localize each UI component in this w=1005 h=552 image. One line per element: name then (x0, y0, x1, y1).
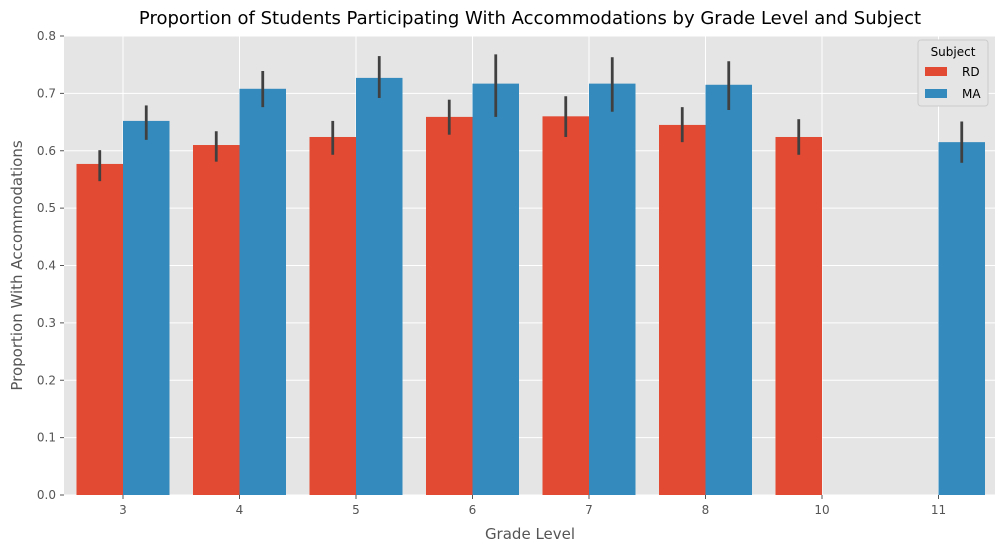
bar-ma (938, 142, 985, 496)
y-tick-label: 0.5 (37, 201, 56, 215)
bar-rd (76, 163, 123, 496)
bar-rd (775, 136, 822, 496)
y-tick-label: 0.0 (37, 488, 56, 502)
x-tick-label: 6 (469, 503, 477, 517)
y-tick-label: 0.2 (37, 373, 56, 387)
bar-ma (705, 84, 752, 496)
y-tick-label: 0.8 (37, 29, 56, 43)
x-tick-label: 8 (702, 503, 710, 517)
y-tick-label: 0.3 (37, 316, 56, 330)
error-bars (98, 54, 964, 182)
x-tick-label: 11 (931, 503, 946, 517)
legend: Subject RD MA (917, 39, 989, 107)
bar-rd (542, 116, 589, 495)
legend-title: Subject (931, 45, 976, 59)
x-axis-label: Grade Level (485, 525, 575, 543)
bar-rd (659, 124, 706, 496)
x-tick-label: 3 (119, 503, 127, 517)
x-tick-label: 7 (585, 503, 593, 517)
bar-ma (239, 88, 286, 495)
legend-swatch-rd (925, 67, 947, 76)
x-axis: 3 4 5 6 7 8 10 11 (119, 495, 946, 517)
legend-swatch-ma (925, 89, 947, 98)
bar-rd (193, 145, 240, 495)
x-tick-label: 10 (814, 503, 829, 517)
bar-ma (356, 77, 403, 495)
y-axis: 0.0 0.1 0.2 0.3 0.4 0.5 0.6 0.7 0.8 (37, 29, 64, 502)
bar-ma (472, 83, 519, 495)
y-tick-label: 0.1 (37, 431, 56, 445)
y-tick-label: 0.7 (37, 86, 56, 100)
bar-ma (123, 120, 170, 495)
bars (76, 77, 985, 496)
chart-title: Proportion of Students Participating Wit… (139, 8, 921, 29)
x-tick-label: 5 (352, 503, 360, 517)
y-tick-label: 0.4 (37, 259, 56, 273)
legend-label-ma: MA (962, 87, 981, 101)
y-axis-label: Proportion With Accommodations (8, 140, 26, 391)
bar-rd (426, 116, 473, 496)
bar-ma (589, 83, 636, 495)
bar-rd (309, 136, 356, 496)
y-tick-label: 0.6 (37, 144, 56, 158)
x-tick-label: 4 (236, 503, 244, 517)
legend-label-rd: RD (962, 65, 980, 79)
